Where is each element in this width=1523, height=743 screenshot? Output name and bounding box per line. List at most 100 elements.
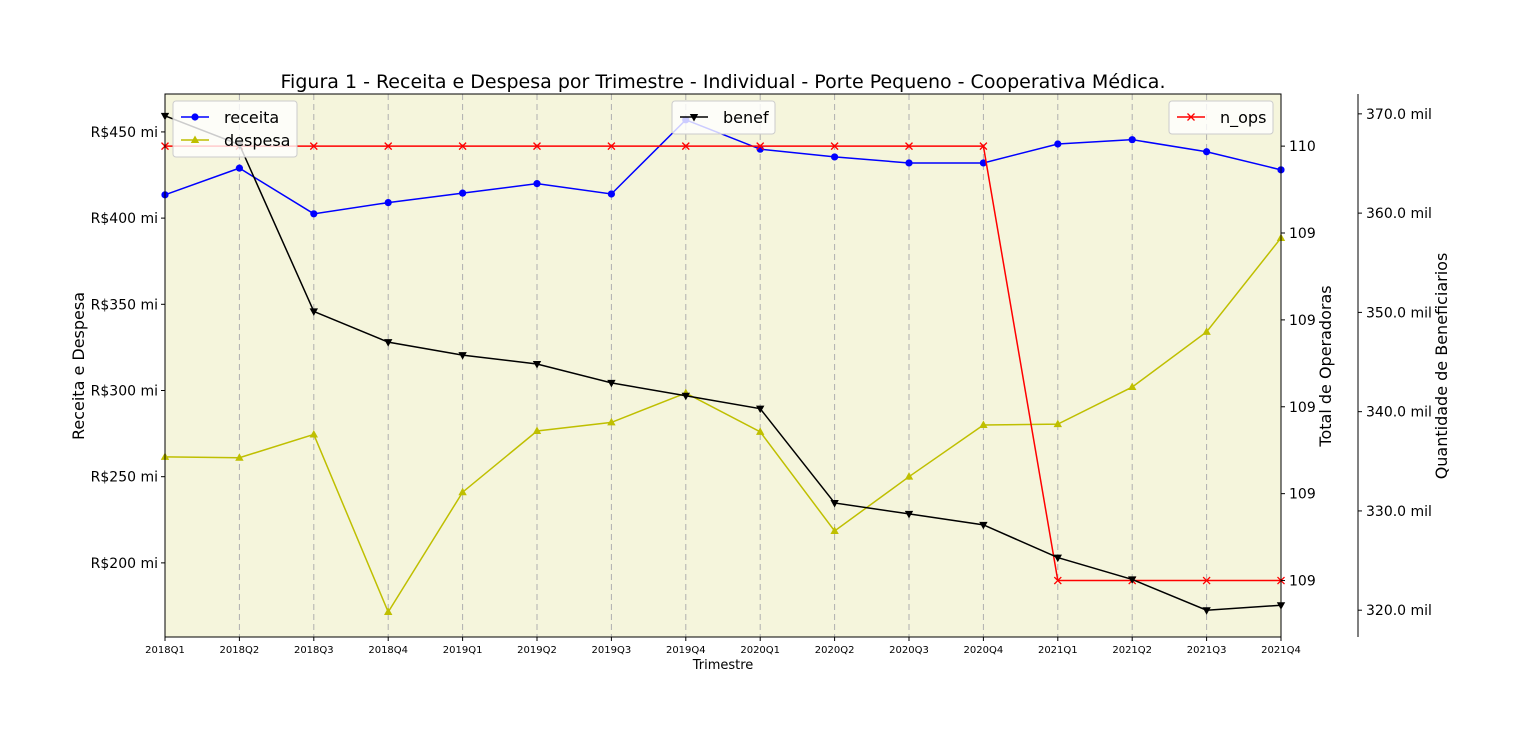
y-tick-label-right2: 360.0 mil: [1366, 206, 1432, 222]
series-line-receita: [164, 118, 1282, 215]
legend-label-n_ops: n_ops: [1220, 108, 1266, 128]
y-tick-label-right1: 109: [1289, 226, 1316, 242]
axes-layer: 2018Q1 2018Q2 2018Q3 2018Q4 2019Q1 2019Q2 2019…: [91, 107, 1432, 656]
legend-box: [172, 100, 298, 158]
data-point-benef: [1128, 576, 1137, 584]
data-point-n_ops: [830, 142, 839, 151]
y-tick-label-left: R$350 mi: [91, 297, 158, 313]
data-point-receita: [384, 199, 392, 207]
x-tick-label: 2020Q4: [964, 645, 1004, 656]
y-tick-label-right2: 330.0 mil: [1366, 504, 1432, 520]
x-tick-label: 2021Q4: [1261, 645, 1301, 656]
legend-box: [671, 100, 776, 135]
data-point-n_ops: [309, 142, 318, 151]
data-point-despesa: [235, 453, 244, 461]
data-point-benef: [309, 308, 318, 316]
x-tick-label: 2019Q1: [443, 645, 483, 656]
data-point-despesa: [1128, 382, 1137, 391]
data-point-benef: [384, 339, 393, 347]
data-point-despesa: [607, 417, 616, 426]
data-point-receita: [235, 164, 243, 172]
legend: n_ops: [1168, 100, 1274, 135]
legend-marker-n_ops: [1187, 113, 1195, 121]
data-point-n_ops: [979, 142, 988, 151]
data-point-benef: [1202, 607, 1211, 615]
legend-marker-benef: [689, 114, 699, 122]
series-line-benef: [164, 115, 1282, 611]
series-benef: [160, 112, 1286, 615]
data-point-receita: [831, 153, 839, 161]
x-tick-label: 2019Q2: [517, 645, 557, 656]
data-point-benef: [458, 352, 467, 360]
plot-background: [165, 94, 1281, 637]
data-point-receita: [1128, 136, 1136, 144]
data-point-n_ops: [681, 142, 690, 151]
y-tick-label-right2: 320.0 mil: [1366, 603, 1432, 619]
data-point-receita: [905, 159, 913, 167]
x-tick-label: 2021Q1: [1038, 645, 1078, 656]
data-point-benef: [681, 392, 690, 401]
legend-label-benef: benef: [723, 108, 769, 127]
data-point-despesa: [756, 427, 765, 435]
x-tick-label: 2020Q2: [815, 645, 855, 656]
data-point-n_ops: [458, 142, 467, 151]
data-point-benef: [979, 521, 988, 530]
legend: benef: [671, 100, 776, 135]
legend-label-receita: receita: [224, 108, 279, 127]
x-tick-label: 2018Q4: [368, 645, 408, 656]
y-tick-label-right2: 340.0 mil: [1366, 405, 1432, 421]
chart-title: Figura 1 - Receita e Despesa por Trimest…: [281, 71, 1166, 93]
y-tick-label-right1: 109: [1289, 487, 1316, 503]
y-tick-label-right2: 350.0 mil: [1366, 305, 1432, 321]
y-axis-label-right2: Quantidade de Beneficiarios: [1432, 253, 1451, 480]
data-point-receita: [979, 159, 988, 167]
data-point-despesa: [384, 607, 393, 616]
data-point-receita: [607, 190, 616, 198]
data-point-despesa: [1202, 327, 1211, 335]
data-point-n_ops: [607, 142, 616, 151]
data-point-benef: [532, 361, 542, 369]
data-point-n_ops: [384, 142, 393, 151]
x-tick-label: 2020Q1: [740, 645, 780, 656]
data-point-despesa: [830, 526, 839, 534]
x-tick-label: 2020Q3: [889, 645, 929, 656]
data-point-benef: [1053, 554, 1062, 563]
y-tick-label-left: R$250 mi: [91, 470, 158, 486]
data-point-despesa: [904, 472, 914, 480]
data-point-despesa: [1053, 419, 1062, 428]
data-point-receita: [310, 210, 318, 218]
x-tick-label: 2021Q3: [1187, 645, 1227, 656]
series-layer: [160, 112, 1286, 616]
data-point-despesa: [979, 420, 988, 428]
legend-box: [1168, 100, 1274, 135]
y-tick-label-left: R$200 mi: [91, 556, 158, 572]
y-tick-label-left: R$450 mi: [91, 125, 158, 141]
y-tick-label-right1: 110: [1289, 139, 1316, 155]
series-line-n_ops: [165, 145, 1281, 582]
legend-marker-despesa: [190, 135, 200, 143]
data-point-n_ops: [905, 142, 913, 151]
data-point-despesa: [458, 487, 467, 496]
data-point-n_ops: [756, 142, 765, 151]
data-point-despesa: [309, 429, 318, 438]
data-point-receita: [533, 180, 541, 188]
data-point-receita: [1203, 148, 1211, 156]
data-point-receita: [1054, 140, 1062, 148]
data-point-benef: [756, 405, 765, 414]
legend: receita despesa: [172, 100, 298, 158]
data-point-benef: [607, 379, 616, 388]
x-tick-label: 2018Q1: [145, 645, 185, 656]
data-point-receita: [459, 189, 467, 197]
data-point-despesa: [532, 426, 542, 435]
y-tick-label-right1: 109: [1289, 313, 1316, 329]
y-tick-label-left: R$400 mi: [91, 211, 158, 227]
data-point-n_ops: [533, 142, 541, 151]
legend-marker-receita: [191, 113, 199, 121]
legend-label-despesa: despesa: [224, 131, 290, 150]
data-point-benef: [830, 499, 839, 508]
x-tick-label: 2019Q4: [666, 645, 706, 656]
data-point-n_ops: [1202, 576, 1211, 585]
plot-frame: [164, 93, 1282, 638]
y-tick-label-left: R$300 mi: [91, 383, 158, 399]
